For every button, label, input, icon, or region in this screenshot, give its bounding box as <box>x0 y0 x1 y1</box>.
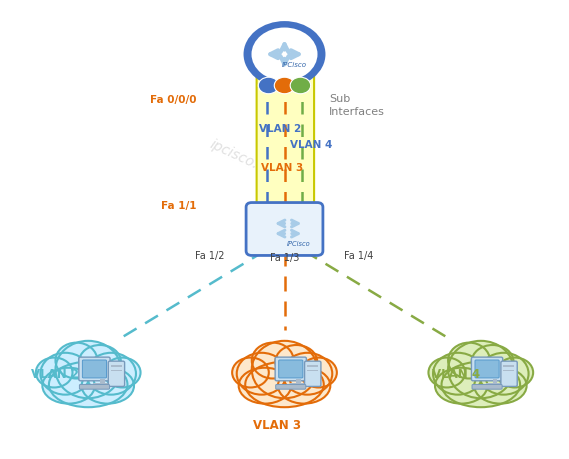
FancyBboxPatch shape <box>501 361 517 386</box>
Bar <box>111 365 122 367</box>
Text: Fa 1/3: Fa 1/3 <box>270 252 299 262</box>
Text: VLAN 4: VLAN 4 <box>290 140 332 150</box>
Bar <box>504 370 514 372</box>
Text: VLAN 2: VLAN 2 <box>259 123 301 134</box>
Text: VLAN 3: VLAN 3 <box>261 162 303 173</box>
Text: Sub
Interfaces: Sub Interfaces <box>329 94 385 117</box>
Circle shape <box>290 78 311 95</box>
Bar <box>100 379 105 384</box>
Text: IPCisco: IPCisco <box>287 240 311 246</box>
Bar <box>493 379 497 384</box>
Text: VLAN 2: VLAN 2 <box>31 368 79 381</box>
Bar <box>486 383 504 385</box>
Bar <box>296 379 301 384</box>
Bar <box>504 365 514 367</box>
FancyBboxPatch shape <box>108 361 125 386</box>
FancyBboxPatch shape <box>80 385 109 389</box>
Text: IPCisco: IPCisco <box>282 62 307 68</box>
FancyBboxPatch shape <box>279 360 303 378</box>
Text: Fa 1/1: Fa 1/1 <box>161 200 196 210</box>
Text: VLAN 4: VLAN 4 <box>432 368 481 381</box>
Bar <box>93 383 112 385</box>
Bar <box>290 383 308 385</box>
FancyBboxPatch shape <box>246 203 323 256</box>
FancyBboxPatch shape <box>472 358 502 381</box>
FancyBboxPatch shape <box>472 385 502 389</box>
Text: VLAN 3: VLAN 3 <box>253 418 301 431</box>
Bar <box>307 370 318 372</box>
FancyBboxPatch shape <box>276 385 306 389</box>
Bar <box>307 365 318 367</box>
FancyBboxPatch shape <box>79 358 110 381</box>
FancyBboxPatch shape <box>275 358 306 381</box>
Text: ipcisco.com: ipcisco.com <box>208 137 287 184</box>
FancyBboxPatch shape <box>475 360 499 378</box>
Bar <box>111 370 122 372</box>
Circle shape <box>251 28 318 82</box>
Text: Fa 1/2: Fa 1/2 <box>195 250 225 260</box>
Circle shape <box>244 22 325 88</box>
Circle shape <box>258 78 279 95</box>
Circle shape <box>274 78 295 95</box>
FancyBboxPatch shape <box>83 360 106 378</box>
Text: Fa 1/4: Fa 1/4 <box>344 250 374 260</box>
FancyBboxPatch shape <box>257 69 314 211</box>
Text: Fa 0/0/0: Fa 0/0/0 <box>150 95 196 105</box>
FancyBboxPatch shape <box>304 361 321 386</box>
